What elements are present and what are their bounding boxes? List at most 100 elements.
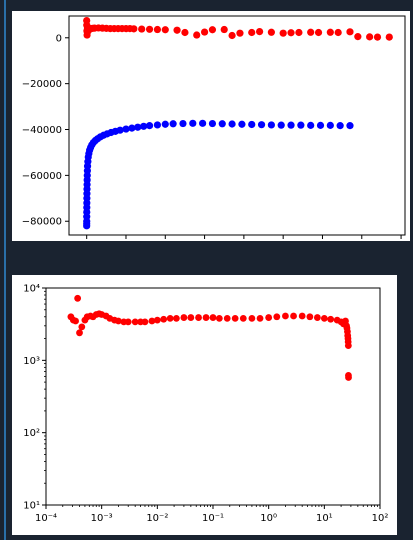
data-point: [239, 314, 247, 322]
data-point: [255, 27, 264, 36]
data-point: [326, 121, 334, 129]
data-point: [153, 121, 162, 129]
data-point: [306, 313, 314, 321]
data-point: [187, 314, 195, 321]
y-tick-label: −80000: [22, 217, 62, 228]
data-point: [273, 313, 281, 321]
data-point: [180, 314, 188, 321]
data-point: [169, 120, 177, 128]
data-point: [295, 28, 303, 37]
data-point: [78, 323, 86, 331]
x-tick-label: 10⁰: [260, 513, 277, 524]
data-point: [74, 294, 82, 302]
blue-series: [83, 119, 354, 230]
data-point: [298, 312, 306, 320]
data-point: [160, 315, 168, 323]
data-point: [208, 119, 217, 128]
data-point: [307, 121, 315, 129]
red-series: [83, 16, 393, 41]
red-series: [67, 294, 352, 381]
x-tick-label: 10²: [372, 513, 389, 524]
data-point: [238, 120, 246, 128]
data-point: [327, 315, 335, 323]
x-tick-label: 10⁻³: [91, 513, 113, 524]
data-point: [130, 25, 138, 33]
data-point: [223, 314, 231, 322]
data-point: [181, 28, 189, 37]
data-point: [189, 119, 197, 127]
data-point: [290, 312, 297, 320]
data-point: [257, 121, 266, 129]
data-point: [134, 123, 142, 131]
data-point: [153, 25, 162, 34]
data-point: [200, 28, 209, 36]
plot-frame: [68, 15, 406, 236]
loglog-scatter-chart: 10⁻⁴ 10⁻³ 10⁻² 10⁻¹ 10⁰ 10¹ 10² 10¹ 10² 10³ 10⁴: [23, 284, 389, 525]
data-point: [346, 122, 354, 130]
data-point: [267, 121, 275, 129]
data-point: [334, 28, 342, 37]
chart-panel-loglog: 10⁻⁴ 10⁻³ 10⁻² 10⁻¹ 10⁰ 10¹ 10² 10¹ 10² 10³ 10⁴: [12, 275, 397, 535]
data-point: [231, 314, 239, 322]
data-point: [72, 317, 79, 325]
data-point: [131, 318, 139, 326]
data-point: [277, 121, 285, 129]
data-point: [215, 314, 223, 322]
data-point: [314, 28, 323, 37]
data-point: [228, 120, 236, 128]
data-point: [140, 122, 148, 130]
window-left-border: [4, 0, 6, 540]
data-point: [248, 120, 256, 129]
data-point: [385, 33, 393, 41]
data-point: [346, 28, 354, 36]
data-point: [161, 26, 169, 34]
data-point: [320, 314, 328, 322]
data-point: [345, 374, 352, 381]
data-point: [193, 31, 201, 39]
linear-scatter-chart: 010203040506070800−20000−40000−60000−800…: [22, 15, 407, 252]
y-tick-label: −60000: [22, 171, 62, 182]
data-point: [153, 316, 161, 324]
data-point: [122, 125, 130, 133]
data-point: [145, 122, 154, 130]
data-point: [256, 314, 264, 322]
data-point: [307, 28, 315, 36]
x-tick-label: 10⁻⁴: [35, 513, 57, 524]
chart-panel-linear: 010203040506070800−20000−40000−60000−800…: [12, 11, 410, 252]
data-point: [202, 314, 210, 321]
data-point: [166, 314, 174, 322]
data-point: [248, 28, 256, 37]
data-point: [236, 29, 244, 37]
data-point: [161, 120, 169, 128]
data-point: [279, 29, 287, 37]
y-tick-label: 0: [56, 33, 62, 44]
data-point: [297, 121, 305, 129]
data-point: [336, 122, 344, 130]
data-point: [366, 33, 374, 41]
data-point: [115, 317, 122, 325]
data-point: [220, 25, 228, 34]
y-tick-label: 10²: [23, 428, 40, 439]
y-tick-label: 10⁴: [23, 284, 40, 295]
data-point: [218, 120, 226, 128]
data-point: [116, 126, 124, 134]
data-point: [199, 119, 207, 127]
data-point: [313, 314, 321, 321]
data-point: [76, 329, 83, 337]
data-point: [228, 31, 236, 40]
data-point: [267, 28, 275, 36]
x-tick-label: 10¹: [316, 513, 333, 524]
data-point: [141, 318, 149, 326]
data-point: [124, 318, 132, 326]
y-tick-label: 10¹: [23, 501, 40, 512]
data-point: [326, 28, 334, 36]
data-point: [287, 121, 295, 129]
data-point: [172, 314, 180, 322]
data-point: [145, 25, 154, 33]
y-tick-label: −20000: [22, 79, 62, 90]
data-point: [344, 342, 352, 349]
data-point: [265, 314, 273, 321]
x-tick-label: 10⁻²: [146, 513, 168, 524]
data-point: [209, 314, 217, 321]
data-point: [208, 26, 217, 34]
